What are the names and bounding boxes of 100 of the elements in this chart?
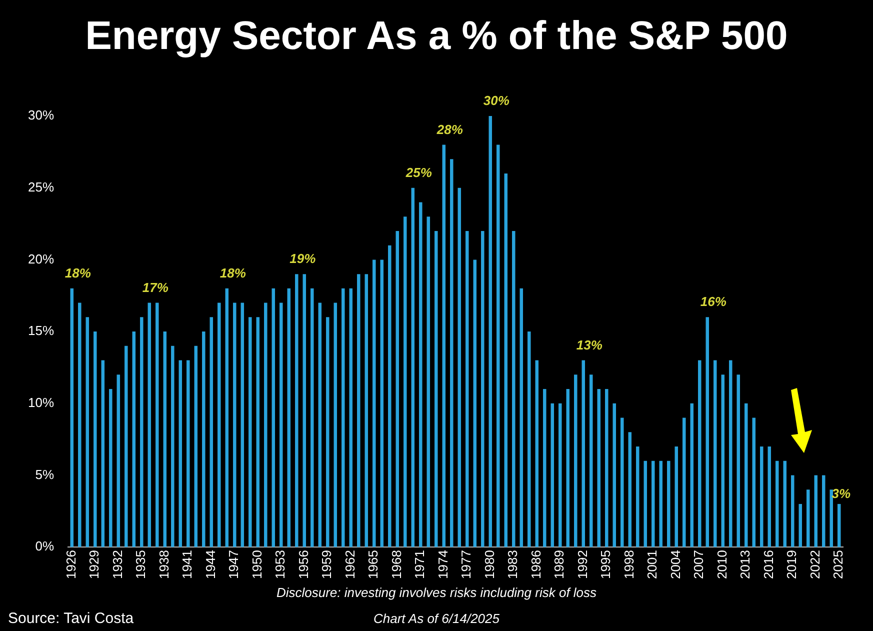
bar	[310, 288, 314, 548]
x-tick-label: 2013	[738, 550, 753, 579]
bar	[186, 360, 190, 548]
bar	[520, 288, 524, 548]
source-note: Source: Tavi Costa	[8, 610, 134, 627]
bar	[612, 403, 616, 548]
bar	[140, 317, 144, 548]
bar	[280, 302, 283, 548]
bar	[256, 317, 260, 548]
x-tick-label: 1968	[388, 550, 404, 579]
bar	[287, 288, 291, 548]
bar	[752, 418, 756, 548]
bar	[512, 230, 516, 548]
data-label: 28%	[436, 122, 464, 137]
bar	[178, 360, 182, 548]
bar	[798, 504, 802, 548]
bar	[496, 144, 500, 548]
bar	[590, 374, 593, 548]
bar	[404, 216, 407, 548]
bar	[94, 332, 97, 548]
x-tick-label: 1998	[621, 550, 636, 579]
data-label: 13%	[576, 337, 603, 352]
x-tick-label: 2016	[760, 550, 776, 579]
x-tick-label: 1950	[249, 550, 264, 579]
bar	[248, 317, 252, 548]
bar	[326, 317, 330, 548]
bar	[272, 288, 276, 548]
x-tick-label: 1989	[552, 550, 567, 579]
bar	[388, 245, 392, 548]
data-label: 19%	[290, 251, 316, 266]
bar	[566, 389, 570, 548]
bar	[372, 260, 376, 548]
bar	[729, 360, 732, 548]
bar	[582, 360, 586, 548]
bar	[302, 274, 306, 548]
bar	[814, 475, 818, 548]
bar	[124, 346, 128, 548]
bar	[620, 418, 624, 548]
x-tick-label: 1926	[63, 550, 78, 579]
x-tick-label: 1962	[342, 550, 358, 579]
bar	[342, 288, 345, 548]
bar	[148, 302, 152, 548]
y-tick-label: 20%	[28, 251, 54, 266]
bar	[706, 317, 710, 548]
x-tick-label: 1947	[226, 550, 242, 579]
bar	[628, 432, 632, 548]
bar	[163, 332, 167, 548]
x-tick-label: 2001	[644, 550, 660, 579]
bar	[442, 144, 446, 548]
bar	[776, 460, 779, 548]
y-tick-label: 30%	[28, 108, 54, 123]
x-tick-label: 1956	[296, 550, 311, 579]
bar	[783, 460, 787, 548]
data-label: 18%	[64, 266, 92, 281]
x-tick-label: 1941	[180, 550, 195, 579]
bar	[411, 188, 415, 548]
bar	[450, 159, 454, 548]
bar	[736, 374, 740, 548]
bar	[264, 302, 268, 548]
bar	[830, 490, 834, 548]
bar	[70, 288, 74, 548]
bar	[636, 446, 640, 548]
y-tick-label: 5%	[35, 466, 54, 482]
bar	[597, 389, 601, 548]
x-tick-label: 1995	[598, 550, 614, 579]
bar	[419, 202, 422, 548]
bar	[543, 389, 546, 548]
x-tick-label: 1980	[482, 550, 497, 579]
bar	[488, 116, 492, 548]
bar	[218, 302, 221, 548]
bar	[652, 460, 655, 548]
x-tick-label: 1974	[435, 550, 450, 579]
bar	[644, 460, 648, 548]
bar	[466, 230, 469, 548]
bar	[605, 389, 608, 548]
y-tick-label: 0%	[35, 538, 54, 554]
x-tick-label: 1944	[202, 550, 218, 579]
x-tick-label: 1971	[412, 550, 428, 579]
bar	[791, 475, 794, 548]
bar	[210, 317, 214, 548]
x-tick-label: 1932	[110, 550, 125, 579]
bar	[458, 188, 462, 548]
bar	[690, 403, 694, 548]
text: Disclosure: investing involves risks including risk of loss	[275, 585, 598, 600]
bar	[674, 446, 678, 548]
bar	[504, 173, 508, 548]
bar	[380, 260, 384, 548]
x-tick-label: 1935	[133, 550, 148, 579]
bar	[682, 418, 686, 548]
bar	[233, 302, 236, 548]
x-tick-label: 2025	[830, 550, 846, 579]
bar	[109, 389, 112, 548]
y-tick-label: 15%	[28, 323, 54, 338]
x-tick-label: 2010	[714, 550, 730, 579]
bar	[349, 288, 353, 548]
bar	[528, 332, 531, 548]
bar	[550, 403, 554, 548]
x-tick-label: 2007	[691, 550, 706, 579]
bar	[667, 460, 670, 548]
bar	[295, 274, 298, 548]
